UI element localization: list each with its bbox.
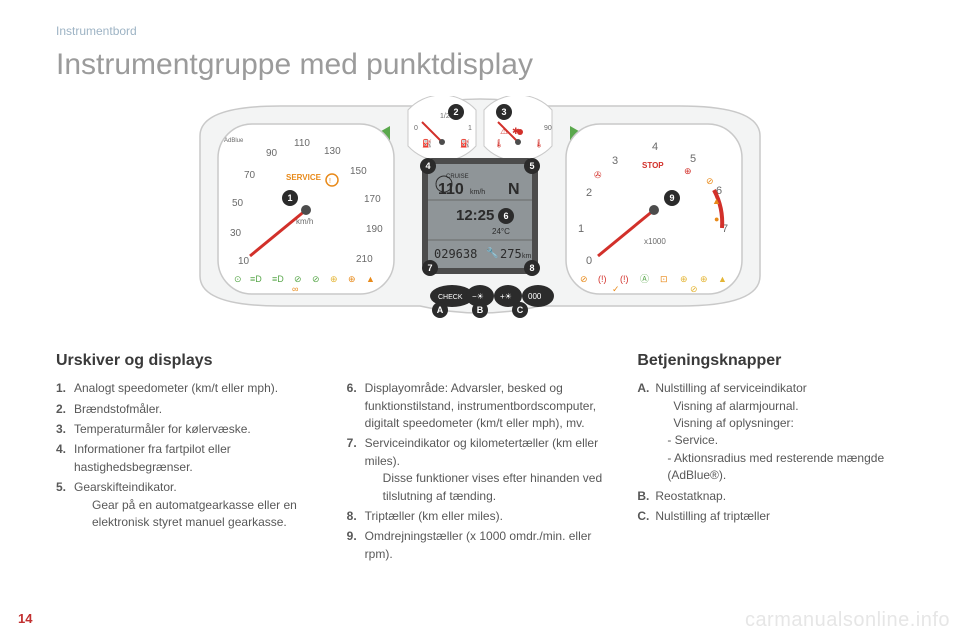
svg-text:⊕: ⊕ [680,274,688,284]
svg-text:−☀: −☀ [472,292,484,301]
svg-text:275: 275 [500,247,522,261]
svg-text:(!): (!) [598,274,607,284]
svg-text:5: 5 [529,161,534,171]
svg-text:C: C [517,305,524,315]
svg-text:0: 0 [414,125,418,132]
svg-text:⛽: ⛽ [460,138,470,148]
page-number: 14 [18,611,32,626]
svg-text:+☀: +☀ [500,292,512,301]
svg-text:🌡: 🌡 [534,139,544,148]
svg-text:130: 130 [324,146,341,157]
svg-text:🔧: 🔧 [486,246,498,259]
svg-text:∞: ∞ [292,284,298,294]
airbag-icon: ✱ [512,126,520,136]
svg-text:12:25: 12:25 [456,207,494,224]
svg-text:≡D: ≡D [250,274,262,284]
svg-text:km/h: km/h [470,189,485,196]
svg-text:x1000: x1000 [644,237,666,246]
svg-text:8: 8 [529,263,534,273]
svg-text:110: 110 [438,181,464,198]
svg-text:⊘: ⊘ [580,274,588,284]
svg-text:90: 90 [266,148,278,159]
svg-text:⊘: ⊘ [706,176,714,186]
svg-text:🌡: 🌡 [494,139,504,148]
svg-text:000: 000 [528,292,542,301]
svg-text:150: 150 [350,166,367,177]
svg-text:AdBlue: AdBlue [224,138,244,144]
svg-text:⊘: ⊘ [294,274,302,284]
svg-text:(!): (!) [620,274,629,284]
svg-text:●: ● [714,214,719,224]
svg-text:km: km [522,253,532,260]
svg-text:⊙: ⊙ [234,274,242,284]
speedometer-dial: 10 30 50 70 90 110 130 150 170 190 210 k… [218,124,394,294]
heading-dials: Urskiver og displays [56,349,323,372]
fuel-gauge: 0 1/2 1 ⛽ ⛽ [408,96,476,161]
breadcrumb: Instrumentbord [56,24,904,38]
svg-text:1: 1 [468,125,472,132]
svg-text:⛽: ⛽ [422,138,432,148]
svg-text:CRUISE: CRUISE [446,174,469,180]
svg-text:SERVICE: SERVICE [286,173,322,182]
svg-text:10: 10 [238,256,250,267]
svg-text:24°C: 24°C [492,227,510,236]
svg-text:⊕: ⊕ [684,166,692,176]
svg-text:STOP: STOP [642,161,664,170]
svg-text:190: 190 [366,224,383,235]
seatbelt-icon: ⚠ [500,126,508,136]
svg-text:km/h: km/h [296,217,313,226]
svg-text:30: 30 [230,228,242,239]
svg-text:6: 6 [503,211,508,221]
page-title: Instrumentgruppe med punktdisplay [56,48,904,82]
svg-text:90: 90 [544,125,552,132]
svg-text:▲: ▲ [718,274,727,284]
svg-text:2: 2 [453,107,458,117]
svg-text:!: ! [329,178,331,185]
svg-text:✇: ✇ [594,170,602,180]
description-columns: Urskiver og displays 1.Analogt speedomet… [56,349,904,566]
svg-text:⊡: ⊡ [660,274,668,284]
tachometer-dial: 0 1 2 3 4 5 6 7 x1000 STOP ✇ ⊕ ⊘ ▲ ● [566,124,742,294]
svg-text:4: 4 [425,161,430,171]
svg-text:⊕: ⊕ [348,274,356,284]
svg-text:1: 1 [287,193,292,203]
svg-text:029638: 029638 [434,247,477,261]
instrument-cluster-diagram: 0 1/2 1 ⛽ ⛽ 90 🌡 🌡 ⚠ ✱ [160,96,800,331]
svg-text:1: 1 [578,223,584,235]
svg-text:4: 4 [652,141,658,153]
watermark: carmanualsonline.info [745,609,950,632]
col-controls: Betjeningsknapper A. Nulstilling af serv… [637,349,904,566]
svg-text:110: 110 [294,138,310,149]
svg-text:3: 3 [612,155,618,167]
svg-text:▲: ▲ [712,196,721,206]
svg-text:9: 9 [669,193,674,203]
svg-text:5: 5 [690,153,696,165]
svg-text:Ⓐ: Ⓐ [640,274,649,284]
svg-text:✓: ✓ [612,284,620,294]
col-dials-cont: . 6.Displayområde: Advarsler, besked og … [347,349,614,566]
col-dials: Urskiver og displays 1.Analogt speedomet… [56,349,323,566]
svg-text:7: 7 [427,263,432,273]
svg-text:70: 70 [244,170,256,181]
svg-text:⊕: ⊕ [330,274,338,284]
svg-text:⊘: ⊘ [312,274,320,284]
svg-text:▲: ▲ [366,274,375,284]
svg-text:≡D: ≡D [272,274,284,284]
svg-text:⊕: ⊕ [700,274,708,284]
svg-text:170: 170 [364,194,381,205]
svg-text:50: 50 [232,198,244,209]
heading-controls: Betjeningsknapper [637,349,904,372]
svg-text:0: 0 [586,255,592,267]
svg-text:3: 3 [501,107,506,117]
svg-text:N: N [508,181,520,198]
svg-text:⊘: ⊘ [690,284,698,294]
center-display: CRUISE 110 km/h N 12:25 24°C 029638 🔧 27… [422,158,538,274]
svg-text:CHECK: CHECK [438,294,463,301]
svg-text:2: 2 [586,187,592,199]
svg-text:210: 210 [356,254,373,265]
svg-text:A: A [437,305,444,315]
svg-text:B: B [477,305,484,315]
